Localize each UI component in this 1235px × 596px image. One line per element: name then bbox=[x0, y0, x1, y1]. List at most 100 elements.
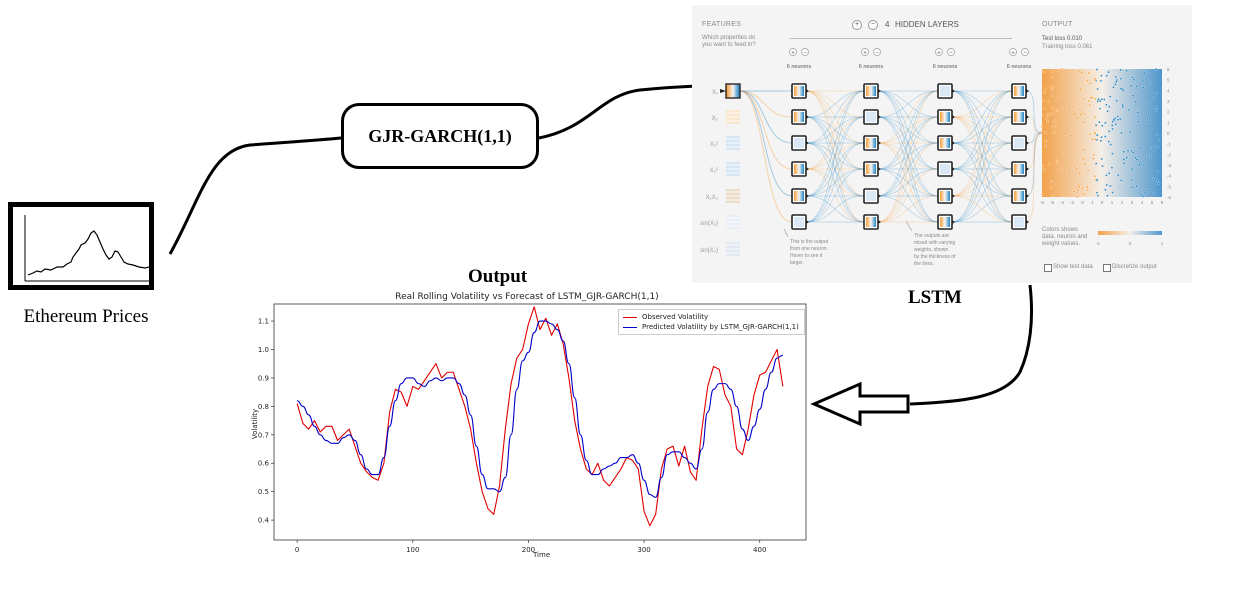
data-point bbox=[1055, 124, 1058, 128]
features-question-2: you want to feed in? bbox=[702, 42, 756, 48]
data-point bbox=[1114, 122, 1118, 126]
data-point bbox=[1071, 128, 1074, 131]
data-point bbox=[1041, 164, 1045, 168]
output-header: OUTPUT bbox=[1042, 21, 1073, 28]
data-point bbox=[1052, 120, 1056, 124]
data-point bbox=[1068, 148, 1071, 151]
data-point bbox=[1098, 107, 1102, 110]
data-point bbox=[1154, 106, 1158, 110]
neuron-arrow bbox=[952, 115, 955, 119]
data-point bbox=[1069, 160, 1073, 163]
heatmap-y-tick: -1 bbox=[1167, 142, 1171, 147]
connection-line bbox=[951, 90, 1013, 197]
y-tick-label: 0.6 bbox=[258, 460, 270, 468]
data-point bbox=[1119, 68, 1122, 72]
connection-line bbox=[951, 116, 1013, 197]
data-point bbox=[1109, 143, 1113, 146]
heatmap-x-tick: -3 bbox=[1070, 200, 1074, 205]
heatmap-x-tick: -1 bbox=[1090, 200, 1094, 205]
connection-line bbox=[805, 142, 865, 197]
connection-line bbox=[877, 142, 939, 197]
x-tick-label: 0 bbox=[295, 546, 299, 554]
data-point bbox=[1108, 105, 1111, 109]
data-point bbox=[1055, 182, 1058, 186]
connection-line bbox=[805, 168, 865, 223]
data-point bbox=[1051, 106, 1054, 110]
connection-line bbox=[805, 195, 865, 223]
y-tick-label: 1.0 bbox=[258, 346, 269, 354]
colors-legend-line-2: data, neuron and bbox=[1042, 234, 1088, 240]
feature-label: X₂² bbox=[710, 168, 718, 174]
data-point bbox=[1110, 166, 1114, 169]
neuron-arrow bbox=[806, 141, 809, 145]
connection-line bbox=[805, 90, 865, 144]
data-point bbox=[1104, 121, 1107, 125]
data-point bbox=[1076, 117, 1080, 120]
data-point bbox=[1043, 107, 1046, 110]
connection-line bbox=[805, 116, 865, 170]
add-neuron-glyph: + bbox=[937, 51, 941, 57]
data-point bbox=[1088, 132, 1092, 136]
remove-neuron-glyph: − bbox=[803, 51, 807, 57]
data-point bbox=[1142, 163, 1146, 167]
connection-line bbox=[805, 90, 865, 170]
data-point bbox=[1120, 131, 1123, 135]
connection-line bbox=[951, 116, 1013, 170]
heatmap-y-tick: 1 bbox=[1167, 120, 1170, 125]
show-test-data-label: Show test data bbox=[1053, 264, 1093, 270]
data-point bbox=[1154, 67, 1158, 71]
hover-note-line: larger. bbox=[790, 260, 804, 266]
heatmap-x-tick: -2 bbox=[1080, 200, 1084, 205]
neuron-arrow bbox=[952, 167, 955, 171]
data-point bbox=[1059, 166, 1062, 170]
connection-line bbox=[805, 142, 865, 170]
data-point bbox=[1076, 195, 1079, 199]
data-point bbox=[1147, 111, 1150, 115]
data-point bbox=[1105, 183, 1109, 187]
data-point bbox=[1042, 168, 1046, 171]
connection-line bbox=[805, 116, 865, 144]
connection-line bbox=[951, 90, 1013, 197]
data-point bbox=[1099, 139, 1103, 143]
note-pointer bbox=[783, 228, 789, 238]
data-point bbox=[1079, 88, 1082, 91]
neuron-arrow bbox=[806, 194, 809, 198]
connection-line bbox=[877, 90, 939, 144]
data-point bbox=[1073, 112, 1077, 116]
data-point bbox=[1156, 182, 1160, 185]
show-test-data-checkbox[interactable] bbox=[1044, 264, 1052, 272]
neuron-activation bbox=[940, 112, 950, 122]
y-tick-label: 0.4 bbox=[258, 517, 270, 525]
heatmap-x-tick: 0 bbox=[1101, 200, 1104, 205]
neuron-arrow bbox=[806, 220, 809, 224]
remove-layer-button[interactable]: − bbox=[868, 20, 878, 30]
remove-neuron-button bbox=[801, 48, 809, 56]
data-point bbox=[1127, 108, 1131, 112]
legend-observed: Observed Volatility bbox=[623, 312, 708, 322]
data-point bbox=[1123, 162, 1126, 165]
connection-line bbox=[877, 116, 939, 170]
data-point bbox=[1156, 145, 1159, 149]
data-point bbox=[1107, 172, 1111, 175]
data-point bbox=[1047, 162, 1051, 166]
data-point bbox=[1074, 130, 1077, 133]
add-neuron-button bbox=[935, 48, 943, 56]
hover-note-line: This is the output bbox=[790, 239, 829, 245]
data-point bbox=[1131, 94, 1135, 98]
connection-line bbox=[877, 116, 939, 223]
add-layer-button[interactable]: + bbox=[852, 20, 862, 30]
discretize-output-checkbox[interactable] bbox=[1103, 264, 1111, 272]
data-point bbox=[1069, 189, 1073, 192]
connection-line bbox=[805, 195, 865, 223]
data-point bbox=[1119, 179, 1123, 182]
data-point bbox=[1121, 89, 1125, 92]
connection-line bbox=[877, 116, 939, 197]
data-point bbox=[1095, 68, 1099, 71]
neuron-activation bbox=[794, 217, 804, 227]
data-point bbox=[1142, 71, 1146, 75]
connection-line bbox=[877, 90, 939, 118]
data-point bbox=[1146, 152, 1150, 156]
connection-line bbox=[951, 142, 1013, 223]
connection-line bbox=[951, 116, 1013, 170]
data-point bbox=[1043, 87, 1047, 91]
